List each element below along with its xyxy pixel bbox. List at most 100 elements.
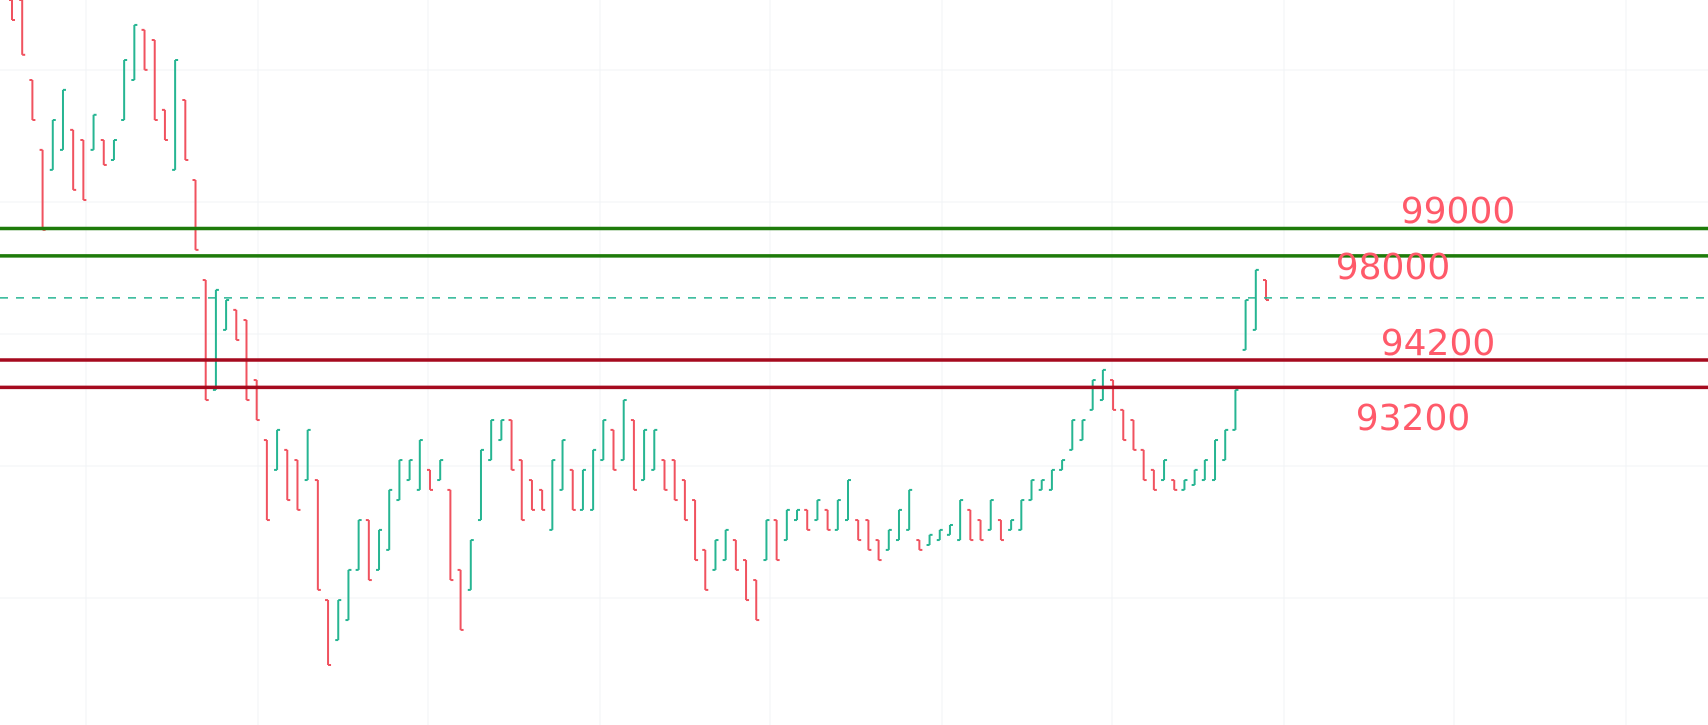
ohlc-bar	[304, 428, 311, 482]
ohlc-bar	[376, 528, 383, 571]
ohlc-bar	[284, 448, 291, 502]
ohlc-bar	[110, 139, 117, 162]
ohlc-bar	[671, 459, 678, 502]
ohlc-bar	[437, 459, 444, 482]
ohlc-bar	[498, 419, 505, 442]
ohlc-bar	[1079, 419, 1086, 442]
ohlc-bar	[1089, 379, 1096, 411]
ohlc-bar	[263, 439, 270, 522]
ohlc-bar	[702, 548, 709, 591]
ohlc-bar	[1201, 459, 1208, 482]
ohlc-bar	[885, 528, 892, 551]
ohlc-bar	[233, 308, 240, 342]
ohlc-bar	[641, 428, 648, 482]
ohlc-bar	[406, 459, 413, 482]
ohlc-bar	[182, 99, 189, 162]
ohlc-bar	[1008, 519, 1015, 531]
ohlc-bar	[1191, 468, 1198, 486]
ohlc-bar	[477, 448, 484, 522]
ohlc-bar	[1212, 439, 1219, 482]
ohlc-bar	[590, 448, 597, 511]
ohlc-bar	[722, 528, 729, 562]
ohlc-bar	[427, 468, 433, 491]
ohlc-bar	[131, 23, 138, 82]
ohlc-bar	[855, 519, 862, 542]
ohlc-bar	[620, 399, 627, 462]
ohlc-bar	[121, 59, 128, 122]
ohlc-bar	[1181, 479, 1188, 491]
ohlc-bar	[753, 579, 760, 622]
ohlc-bar	[294, 459, 301, 511]
ohlc-bar	[192, 179, 199, 251]
ohlc-bar	[80, 139, 87, 202]
ohlc-bar	[467, 539, 474, 591]
ohlc-bar	[600, 419, 607, 462]
ohlc-bar	[957, 499, 964, 542]
level-label-99000: 99000	[1401, 191, 1516, 232]
ohlc-bar	[926, 533, 933, 546]
ohlc-bar	[274, 428, 281, 471]
ohlc-bar	[1028, 479, 1035, 502]
ohlc-bar	[335, 599, 342, 642]
ohlc-bar	[651, 428, 658, 471]
ohlc-bar	[1130, 419, 1137, 451]
ohlc-bar	[100, 139, 107, 166]
ohlc-bar	[416, 439, 423, 491]
ohlc-bar	[681, 479, 688, 522]
ohlc-bar	[895, 508, 902, 542]
level-label-93200: 93200	[1356, 398, 1471, 439]
ohlc-bar	[365, 519, 372, 582]
ohlc-bar	[814, 499, 821, 522]
ohlc-bar	[1242, 299, 1249, 351]
ohlc-bar	[90, 113, 97, 151]
ohlc-bar	[1150, 468, 1157, 491]
ohlc-bar	[804, 508, 811, 531]
ohlc-bar	[1048, 468, 1055, 491]
ohlc-bar	[916, 539, 923, 551]
ohlc-bar	[987, 499, 994, 531]
ohlc-bar	[447, 488, 454, 582]
ohlc-bar	[518, 459, 525, 522]
ohlc-bar	[936, 528, 943, 542]
ohlc-bar	[712, 539, 719, 571]
ohlc-bar	[1099, 368, 1106, 402]
ohlc-bar	[1140, 448, 1147, 482]
ohlc-bar	[141, 28, 148, 71]
ohlc-bar	[202, 279, 209, 402]
ohlc-bar	[1120, 408, 1127, 442]
ohlc-bar	[1171, 479, 1178, 491]
ohlc-bar	[325, 599, 332, 666]
ohlc-bar	[396, 459, 403, 502]
ohlc-bar	[834, 499, 841, 531]
level-lines	[0, 226, 1708, 390]
ohlc-bar	[29, 79, 36, 122]
ohlc-bar	[579, 468, 586, 511]
level-label-94200: 94200	[1381, 323, 1496, 364]
ohlc-bar	[794, 508, 801, 522]
ohlc-bar	[1252, 268, 1259, 331]
ohlc-bar	[559, 439, 566, 491]
ohlc-bar	[1161, 459, 1168, 482]
ohlc-bar	[9, 0, 15, 22]
ohlc-bar	[528, 479, 535, 511]
ohlc-bar	[569, 468, 576, 511]
ohlc-bar	[1059, 459, 1066, 471]
ohlc-bar	[39, 148, 46, 231]
ohlc-bar	[732, 539, 739, 571]
ohlc-bar	[630, 419, 637, 491]
ohlc-bar	[610, 428, 617, 471]
ohlc-bar	[508, 419, 515, 471]
ohlc-bars	[9, 0, 1269, 666]
ohlc-bar	[488, 419, 495, 462]
ohlc-bar	[824, 508, 831, 531]
ohlc-bar	[49, 119, 56, 171]
ohlc-bar	[59, 88, 66, 151]
ohlc-bar	[661, 459, 668, 491]
ohlc-bar	[997, 519, 1004, 542]
level-label-98000: 98000	[1336, 247, 1451, 288]
ohlc-bar	[355, 519, 362, 571]
ohlc-bar	[1222, 428, 1229, 462]
ohlc-bar	[457, 568, 464, 631]
